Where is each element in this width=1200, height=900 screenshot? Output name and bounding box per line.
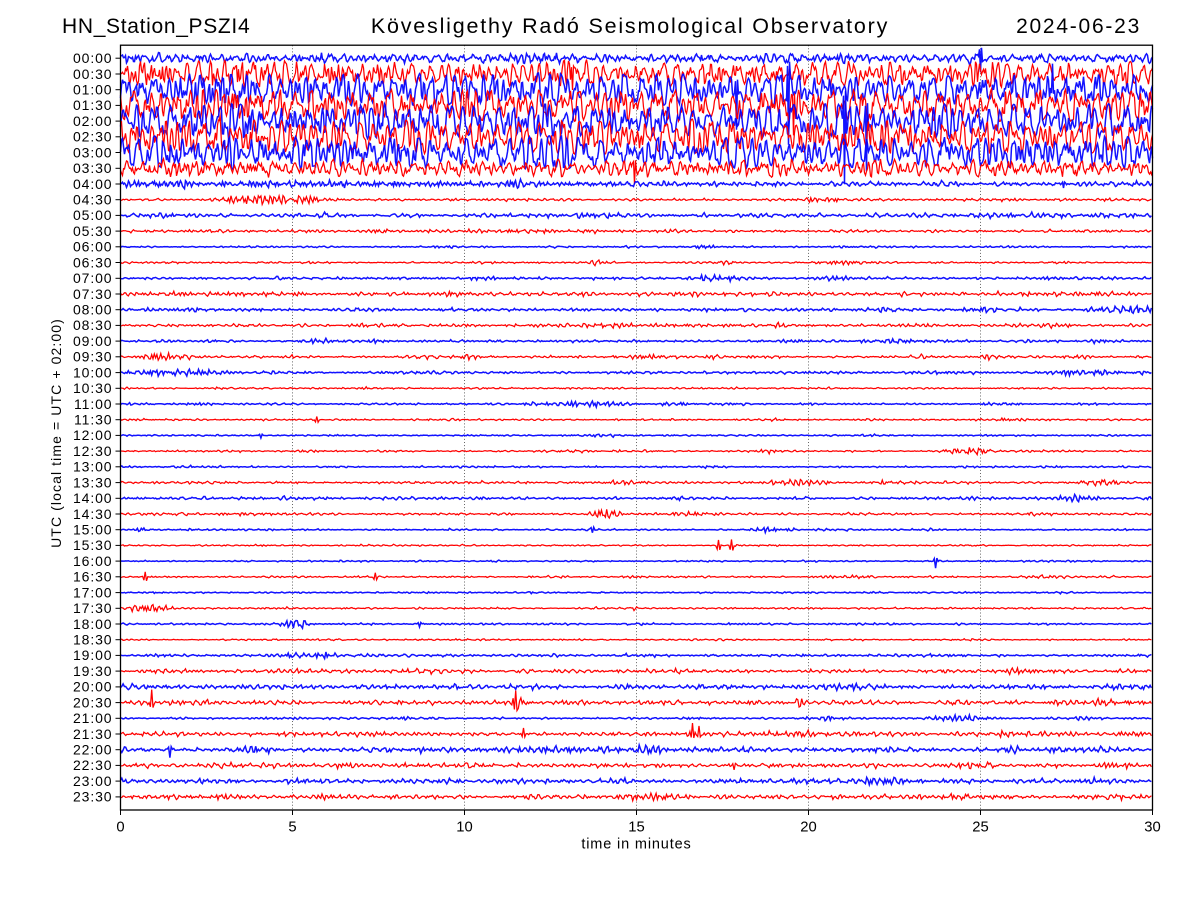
svg-text:19:00: 19:00 — [73, 647, 113, 663]
svg-text:22:30: 22:30 — [73, 757, 113, 773]
svg-text:23:00: 23:00 — [73, 773, 113, 789]
svg-text:UTC (local time = UTC + 02:00): UTC (local time = UTC + 02:00) — [48, 318, 64, 548]
svg-text:02:30: 02:30 — [73, 129, 113, 145]
svg-text:13:00: 13:00 — [73, 459, 113, 475]
svg-text:04:00: 04:00 — [73, 176, 113, 192]
svg-text:15:30: 15:30 — [73, 537, 113, 553]
svg-text:06:30: 06:30 — [73, 254, 113, 270]
svg-text:11:30: 11:30 — [74, 412, 113, 428]
svg-text:10: 10 — [456, 820, 472, 836]
svg-text:14:30: 14:30 — [73, 506, 113, 522]
svg-text:20: 20 — [800, 820, 816, 836]
svg-text:23:30: 23:30 — [73, 789, 113, 805]
svg-text:25: 25 — [972, 820, 988, 836]
svg-text:08:00: 08:00 — [73, 302, 113, 318]
svg-text:11:00: 11:00 — [74, 396, 113, 412]
svg-text:02:00: 02:00 — [73, 113, 113, 129]
svg-text:16:00: 16:00 — [73, 553, 113, 569]
svg-text:03:00: 03:00 — [73, 144, 113, 160]
svg-text:21:00: 21:00 — [73, 710, 113, 726]
svg-text:07:00: 07:00 — [73, 270, 113, 286]
svg-text:18:30: 18:30 — [73, 632, 113, 648]
svg-text:00:00: 00:00 — [73, 50, 113, 66]
svg-text:12:30: 12:30 — [73, 443, 113, 459]
svg-text:00:30: 00:30 — [73, 66, 113, 82]
svg-text:10:30: 10:30 — [73, 380, 113, 396]
svg-text:05:00: 05:00 — [73, 207, 113, 223]
svg-text:2024-06-23: 2024-06-23 — [1016, 15, 1141, 38]
svg-text:16:30: 16:30 — [73, 569, 113, 585]
svg-text:time in minutes: time in minutes — [581, 837, 691, 853]
svg-text:05:30: 05:30 — [73, 223, 113, 239]
svg-text:17:30: 17:30 — [73, 600, 113, 616]
svg-text:10:00: 10:00 — [73, 364, 113, 380]
svg-text:30: 30 — [1144, 820, 1160, 836]
svg-text:07:30: 07:30 — [73, 286, 113, 302]
svg-text:08:30: 08:30 — [73, 317, 113, 333]
svg-text:18:00: 18:00 — [73, 616, 113, 632]
svg-text:19:30: 19:30 — [73, 663, 113, 679]
svg-text:04:30: 04:30 — [73, 192, 113, 208]
svg-text:09:30: 09:30 — [73, 349, 113, 365]
svg-text:12:00: 12:00 — [73, 427, 113, 443]
svg-text:15: 15 — [628, 820, 644, 836]
svg-text:06:00: 06:00 — [73, 239, 113, 255]
svg-text:01:30: 01:30 — [73, 97, 113, 113]
svg-text:13:30: 13:30 — [73, 474, 113, 490]
svg-text:03:30: 03:30 — [73, 160, 113, 176]
svg-text:20:00: 20:00 — [73, 679, 113, 695]
svg-text:21:30: 21:30 — [73, 726, 113, 742]
svg-text:5: 5 — [288, 820, 296, 836]
svg-text:20:30: 20:30 — [73, 694, 113, 710]
svg-text:01:00: 01:00 — [73, 82, 113, 98]
svg-text:14:00: 14:00 — [73, 490, 113, 506]
svg-text:Kövesligethy Radó Seismologica: Kövesligethy Radó Seismological Observat… — [371, 14, 889, 38]
svg-text:0: 0 — [116, 820, 124, 836]
svg-text:15:00: 15:00 — [73, 522, 113, 538]
svg-text:17:00: 17:00 — [73, 584, 113, 600]
svg-text:22:00: 22:00 — [73, 742, 113, 758]
svg-text:09:00: 09:00 — [73, 333, 113, 349]
svg-text:HN_Station_PSZI4: HN_Station_PSZI4 — [62, 15, 250, 38]
